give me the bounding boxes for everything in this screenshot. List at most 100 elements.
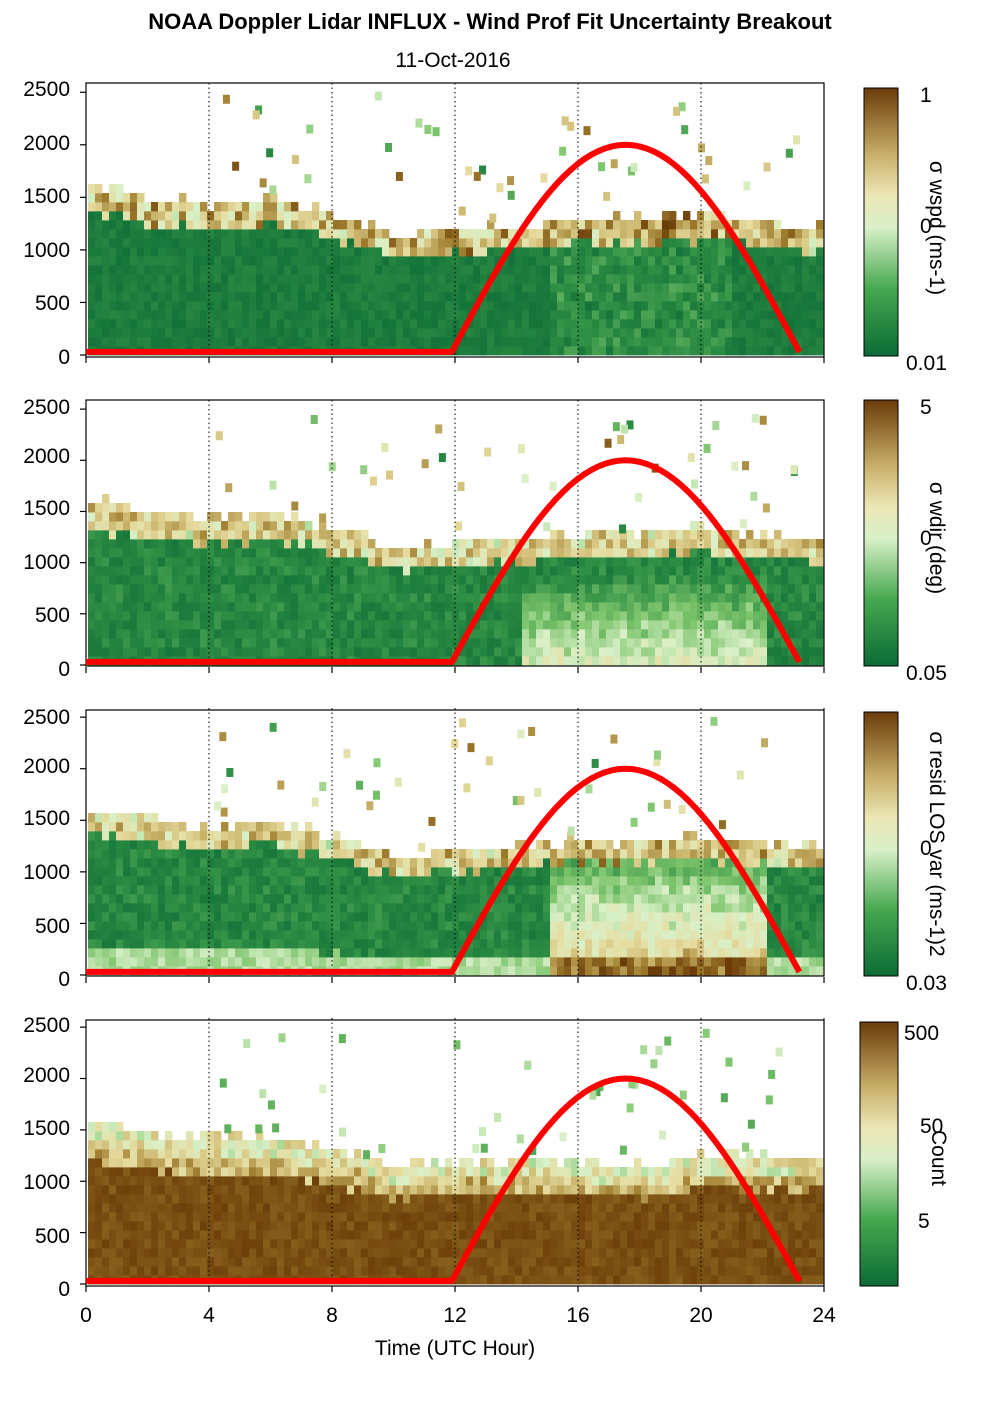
heatmap-cell	[95, 867, 103, 877]
heatmap-cell	[704, 894, 712, 904]
heatmap-cell	[396, 301, 404, 311]
heatmap-cell	[242, 629, 250, 639]
heatmap-cell	[298, 903, 306, 913]
heatmap-cell	[641, 629, 649, 639]
heatmap-cell	[459, 256, 467, 266]
heatmap-cell	[760, 575, 768, 585]
heatmap-cell	[634, 539, 642, 549]
heatmap-cell	[564, 921, 572, 931]
heatmap-cell	[634, 557, 642, 567]
heatmap-cell	[760, 894, 768, 904]
heatmap-cell	[354, 885, 362, 895]
heatmap-cell	[592, 539, 600, 549]
heatmap-cell	[494, 319, 502, 329]
heatmap-cell	[739, 346, 747, 356]
heatmap-cell	[494, 966, 502, 976]
heatmap-cell	[571, 611, 579, 621]
heatmap-cell	[557, 849, 565, 859]
heatmap-cell	[669, 966, 677, 976]
heatmap-cell	[137, 840, 145, 850]
heatmap-cell	[809, 310, 817, 320]
heatmap-cell	[627, 557, 635, 567]
heatmap-cell	[333, 229, 341, 239]
heatmap-cell	[354, 310, 362, 320]
heatmap-cell	[550, 912, 558, 922]
heatmap-cell	[354, 894, 362, 904]
heatmap-cell	[137, 647, 145, 657]
heatmap-cell	[585, 894, 593, 904]
heatmap-cell	[718, 647, 726, 657]
heatmap-cell	[522, 256, 530, 266]
heatmap-cell	[760, 858, 768, 868]
heatmap-cell	[599, 611, 607, 621]
heatmap-cell	[473, 557, 481, 567]
heatmap-cell	[326, 328, 334, 338]
heatmap-cell	[298, 948, 306, 958]
heatmap-cell	[396, 247, 404, 257]
heatmap-cell	[438, 337, 446, 347]
heatmap-cell	[795, 593, 803, 603]
heatmap-cell	[382, 921, 390, 931]
heatmap-cell	[186, 566, 194, 576]
heatmap-cell	[620, 566, 628, 576]
heatmap-cell	[389, 629, 397, 639]
heatmap-cell	[228, 876, 236, 886]
heatmap-cell	[578, 629, 586, 639]
heatmap-cell	[137, 858, 145, 868]
heatmap-cell	[242, 858, 250, 868]
heatmap-cell	[389, 638, 397, 648]
heatmap-cell	[536, 301, 544, 311]
heatmap-cell	[515, 867, 523, 877]
heatmap-cell	[788, 867, 796, 877]
heatmap-cell	[130, 521, 138, 531]
heatmap-cell	[291, 328, 299, 338]
heatmap-cell	[578, 966, 586, 976]
heatmap-cell	[417, 337, 425, 347]
heatmap-cell	[361, 256, 369, 266]
heatmap-cell	[718, 966, 726, 976]
heatmap-cell	[732, 930, 740, 940]
heatmap-cell	[221, 310, 229, 320]
heatmap-cell	[207, 611, 215, 621]
heatmap-cell	[291, 647, 299, 657]
heatmap-cell	[249, 283, 257, 293]
heatmap-cell	[186, 948, 194, 958]
heatmap-cell	[354, 647, 362, 657]
heatmap-cell	[214, 921, 222, 931]
heatmap-cell	[697, 867, 705, 877]
heatmap-cell	[396, 292, 404, 302]
heatmap-cell	[214, 647, 222, 657]
heatmap-cell	[508, 930, 516, 940]
heatmap-cell	[305, 849, 313, 859]
heatmap-cell	[634, 337, 642, 347]
heatmap-cell	[746, 939, 754, 949]
heatmap-cell	[816, 557, 824, 567]
heatmap-cell	[529, 966, 537, 976]
heatmap-cell	[487, 319, 495, 329]
heatmap-cell	[270, 930, 278, 940]
heatmap-cell	[585, 530, 593, 540]
heatmap-cell	[144, 611, 152, 621]
heatmap-cell	[242, 903, 250, 913]
heatmap-cell	[613, 346, 621, 356]
heatmap-cell	[508, 301, 516, 311]
heatmap-cell	[564, 867, 572, 877]
heatmap-cell	[676, 301, 684, 311]
heatmap-cell	[326, 903, 334, 913]
heatmap-cell	[515, 265, 523, 275]
heatmap-cell	[795, 638, 803, 648]
heatmap-cell	[655, 921, 663, 931]
heatmap-cell	[207, 620, 215, 630]
heatmap-cell	[620, 274, 628, 284]
heatmap-cell	[816, 638, 824, 648]
heatmap-cell	[186, 611, 194, 621]
heatmap-cell	[270, 912, 278, 922]
heatmap-cell	[753, 858, 761, 868]
heatmap-cell	[431, 957, 439, 967]
heatmap-cell	[683, 584, 691, 594]
heatmap-cell	[739, 519, 747, 529]
heatmap-cell	[711, 238, 719, 248]
heatmap-cell	[697, 220, 705, 230]
heatmap-cell	[753, 656, 761, 666]
heatmap-cell	[410, 921, 418, 931]
